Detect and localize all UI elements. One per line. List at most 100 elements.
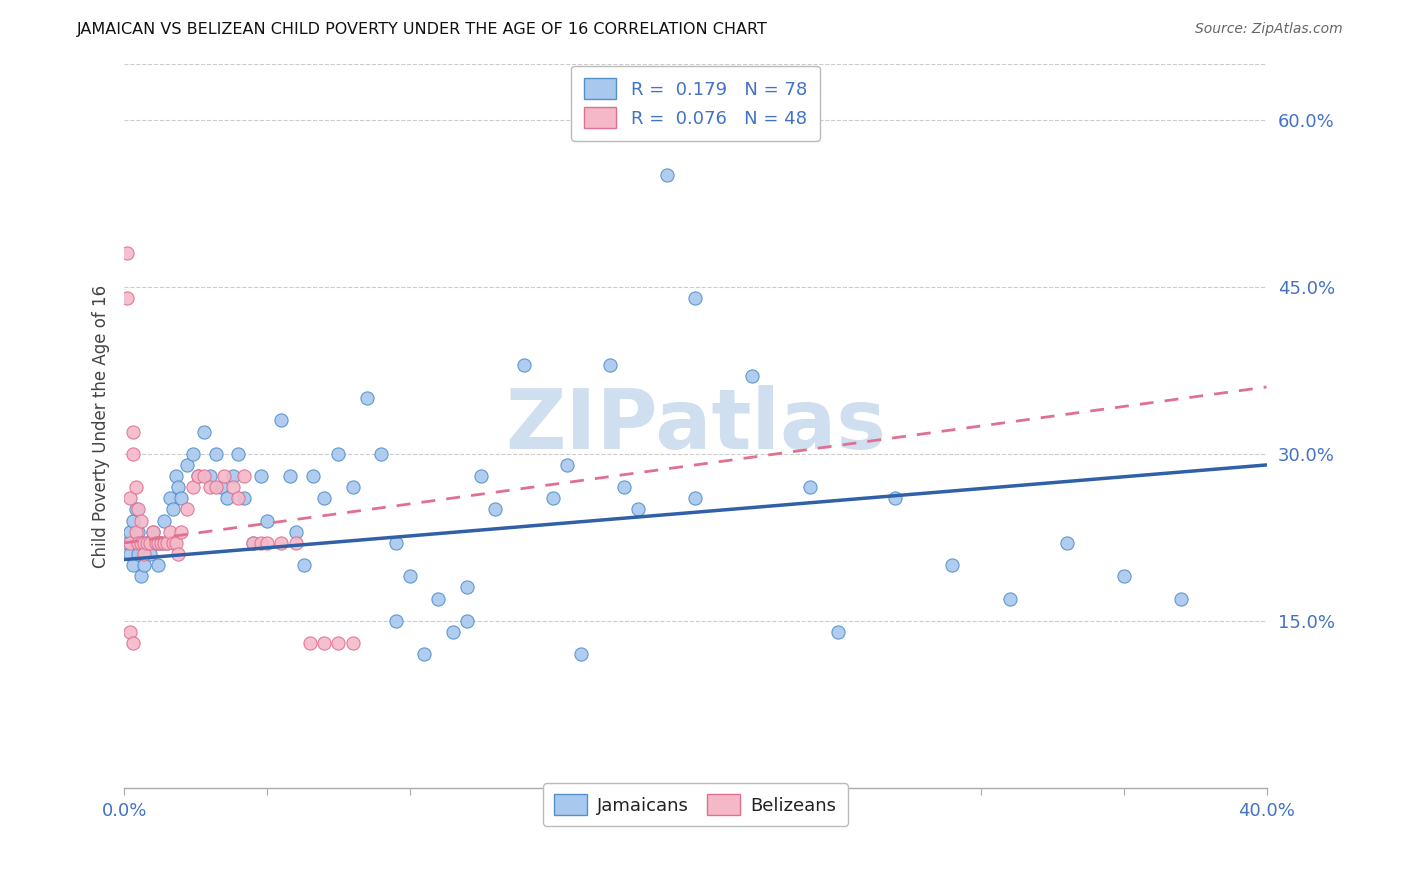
Point xyxy=(1056,536,1078,550)
Point xyxy=(228,447,250,461)
Point xyxy=(301,469,323,483)
Point xyxy=(159,524,181,539)
Point xyxy=(131,536,153,550)
Point xyxy=(356,391,378,405)
Point xyxy=(242,536,264,550)
Point xyxy=(314,636,336,650)
Point xyxy=(136,536,159,550)
Point xyxy=(1112,569,1135,583)
Point xyxy=(167,480,190,494)
Point xyxy=(153,514,176,528)
Point xyxy=(148,536,170,550)
Text: JAMAICAN VS BELIZEAN CHILD POVERTY UNDER THE AGE OF 16 CORRELATION CHART: JAMAICAN VS BELIZEAN CHILD POVERTY UNDER… xyxy=(77,22,768,37)
Point xyxy=(384,614,406,628)
Point xyxy=(181,447,204,461)
Point xyxy=(685,291,707,305)
Point xyxy=(209,480,232,494)
Point xyxy=(242,536,264,550)
Point xyxy=(121,558,143,573)
Point xyxy=(136,536,159,550)
Point xyxy=(250,469,273,483)
Point xyxy=(456,581,478,595)
Point xyxy=(118,536,141,550)
Point xyxy=(827,624,849,639)
Point xyxy=(212,469,235,483)
Point xyxy=(284,524,307,539)
Point xyxy=(222,469,245,483)
Point xyxy=(270,413,292,427)
Point xyxy=(134,547,156,561)
Point xyxy=(128,536,150,550)
Y-axis label: Child Poverty Under the Age of 16: Child Poverty Under the Age of 16 xyxy=(93,285,110,567)
Point xyxy=(599,358,621,372)
Point xyxy=(124,480,146,494)
Point xyxy=(176,502,198,516)
Point xyxy=(134,536,156,550)
Point xyxy=(176,458,198,472)
Point xyxy=(115,291,138,305)
Point xyxy=(884,491,907,506)
Point xyxy=(156,536,179,550)
Point xyxy=(298,636,321,650)
Point xyxy=(142,524,165,539)
Point xyxy=(685,491,707,506)
Point xyxy=(256,536,278,550)
Point xyxy=(270,536,292,550)
Point xyxy=(278,469,301,483)
Point xyxy=(153,536,176,550)
Point xyxy=(941,558,963,573)
Point xyxy=(121,425,143,439)
Point xyxy=(222,480,245,494)
Point xyxy=(470,469,492,483)
Point xyxy=(124,524,146,539)
Point xyxy=(204,447,226,461)
Point xyxy=(228,491,250,506)
Point xyxy=(115,246,138,260)
Point xyxy=(398,569,420,583)
Point xyxy=(193,469,215,483)
Point xyxy=(233,491,256,506)
Point xyxy=(187,469,209,483)
Point xyxy=(167,547,190,561)
Point xyxy=(162,502,184,516)
Point xyxy=(134,558,156,573)
Point xyxy=(181,480,204,494)
Point xyxy=(124,502,146,516)
Point xyxy=(328,447,350,461)
Point xyxy=(342,636,364,650)
Point xyxy=(131,514,153,528)
Point xyxy=(292,558,315,573)
Point xyxy=(256,514,278,528)
Point xyxy=(165,469,187,483)
Point xyxy=(121,447,143,461)
Point xyxy=(555,458,578,472)
Point xyxy=(131,569,153,583)
Point xyxy=(193,425,215,439)
Text: ZIPatlas: ZIPatlas xyxy=(505,385,886,467)
Point xyxy=(198,469,221,483)
Point xyxy=(384,536,406,550)
Point xyxy=(118,547,141,561)
Point xyxy=(370,447,392,461)
Point xyxy=(121,636,143,650)
Point xyxy=(284,536,307,550)
Point xyxy=(215,491,238,506)
Legend: Jamaicans, Belizeans: Jamaicans, Belizeans xyxy=(543,783,848,826)
Point xyxy=(150,536,173,550)
Point xyxy=(121,514,143,528)
Point xyxy=(128,502,150,516)
Point xyxy=(148,558,170,573)
Point xyxy=(427,591,450,606)
Point xyxy=(170,524,193,539)
Point xyxy=(342,480,364,494)
Point xyxy=(115,536,138,550)
Point xyxy=(541,491,564,506)
Point xyxy=(655,169,678,183)
Point xyxy=(165,536,187,550)
Point xyxy=(513,358,536,372)
Point xyxy=(118,524,141,539)
Point xyxy=(156,536,179,550)
Point xyxy=(124,536,146,550)
Point xyxy=(250,536,273,550)
Point xyxy=(799,480,821,494)
